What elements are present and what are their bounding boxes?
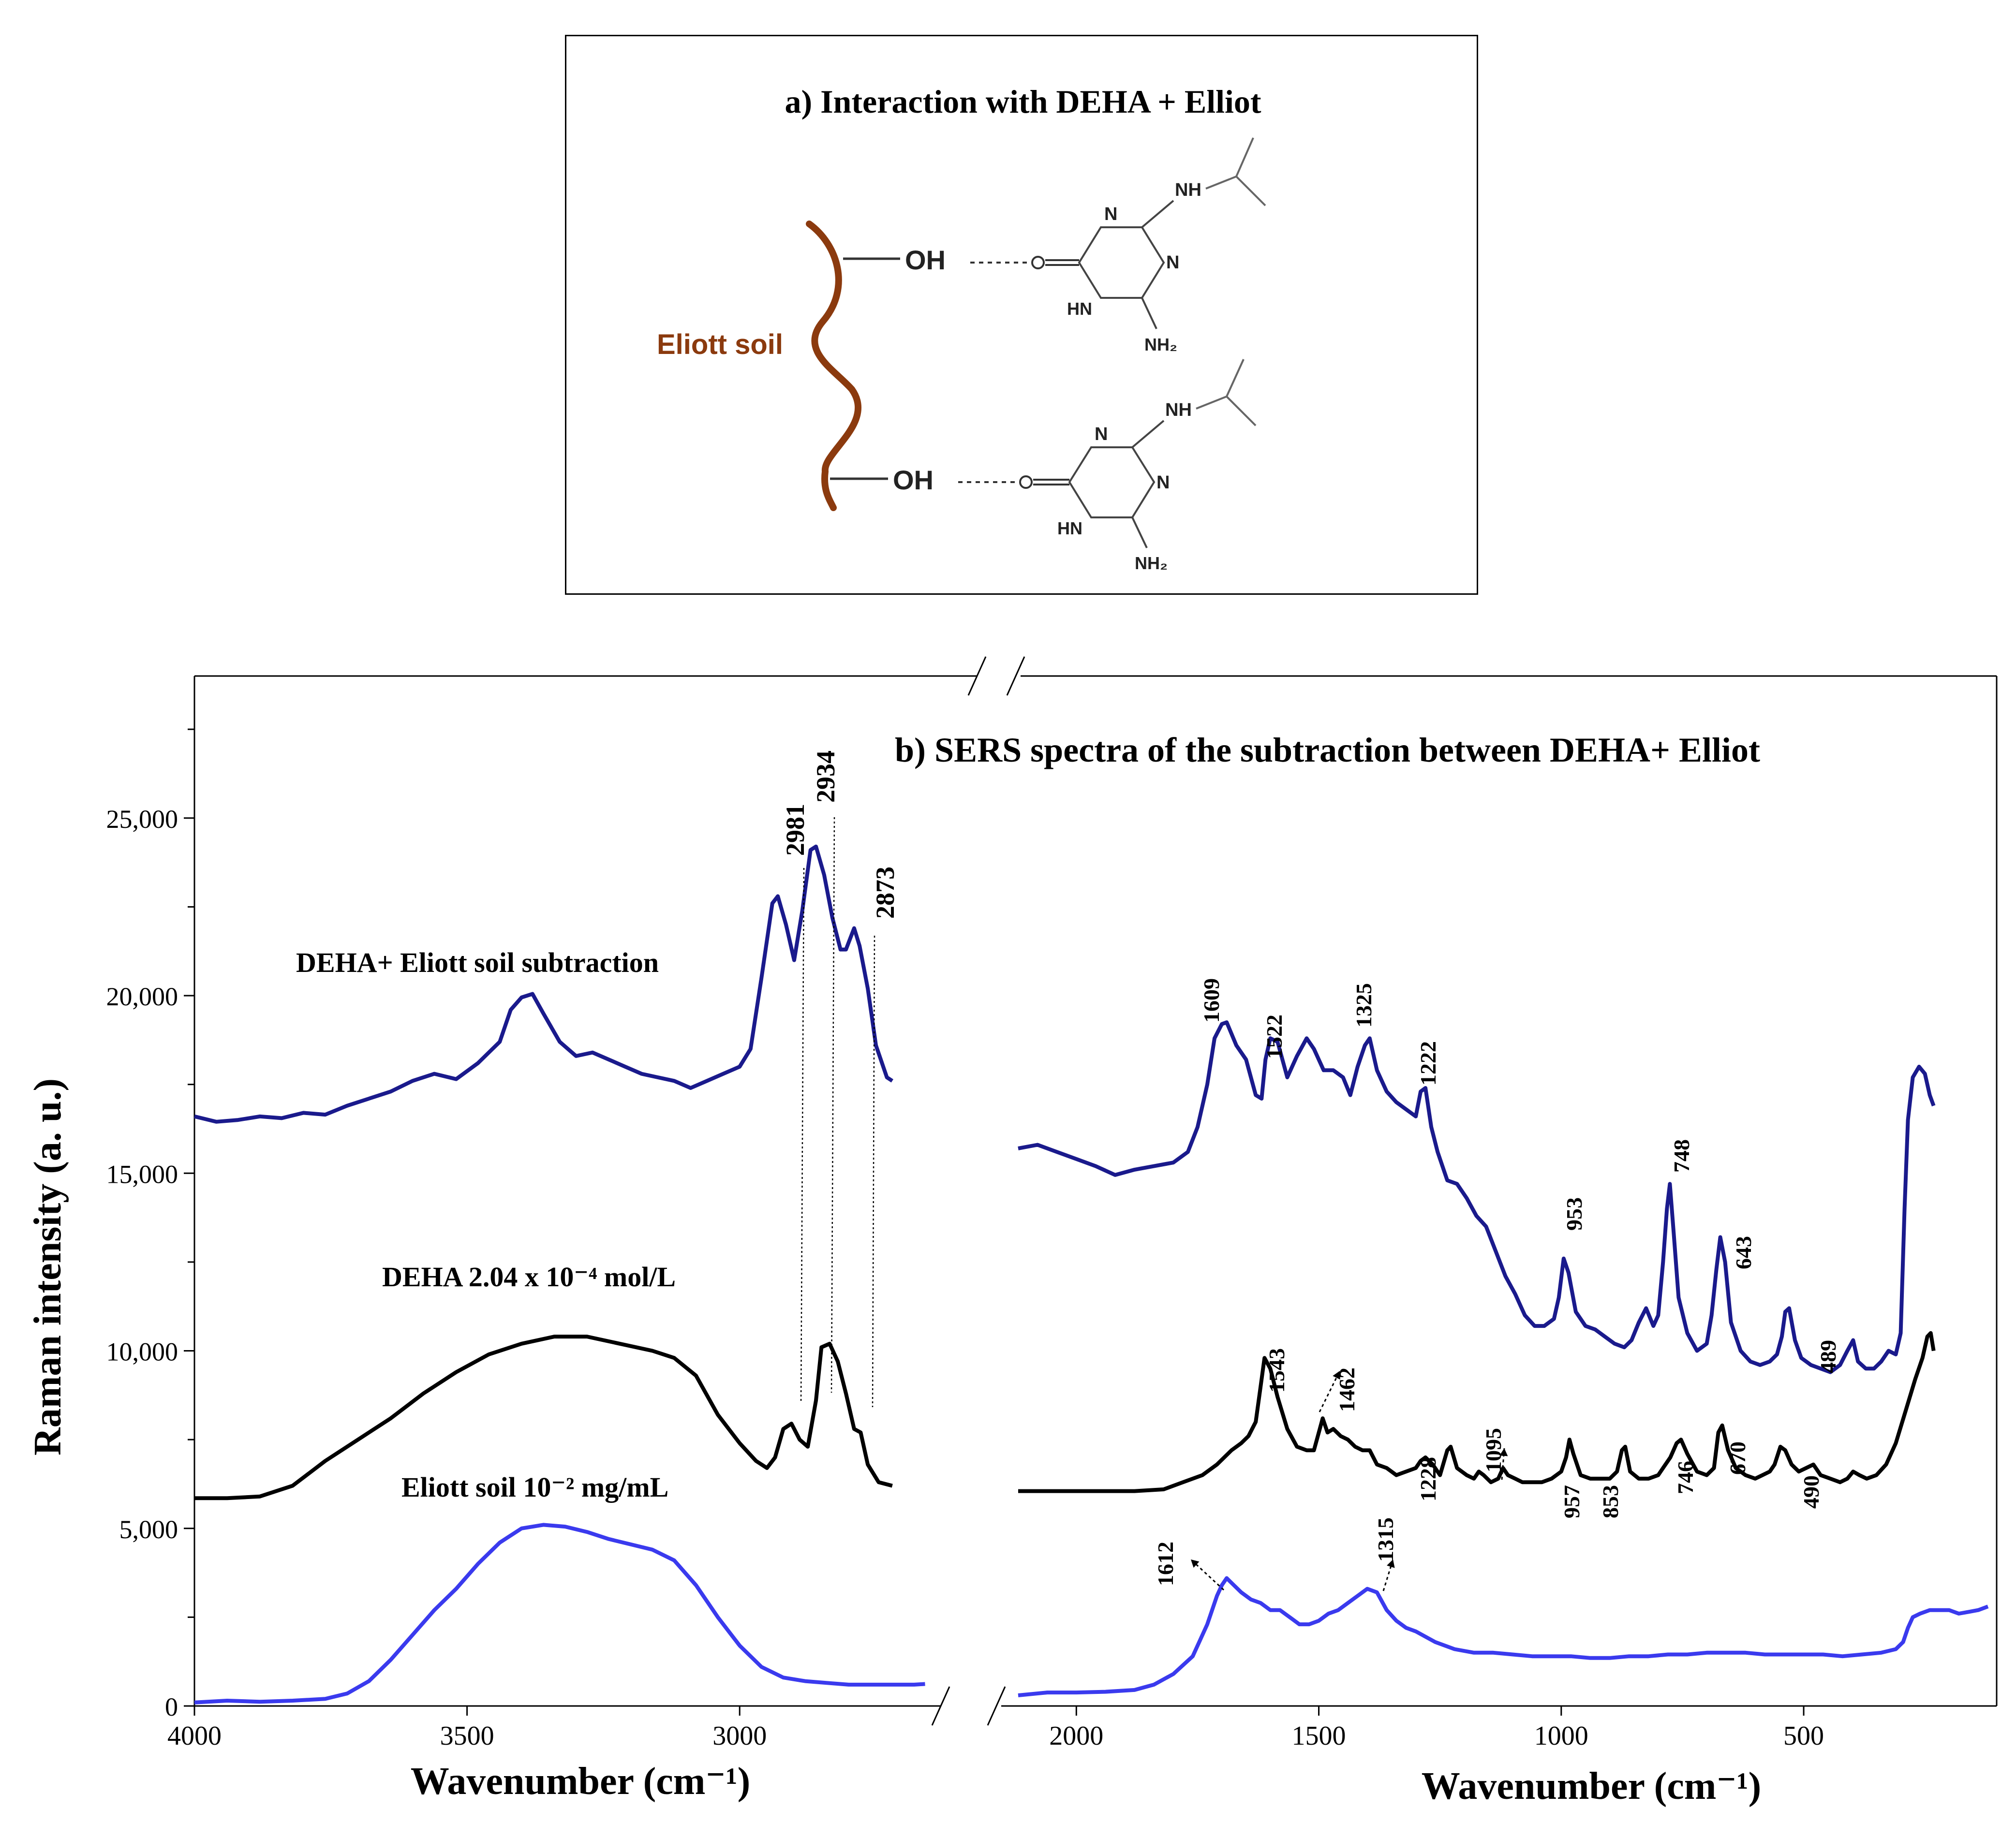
arrow-1612-head [1191,1559,1200,1568]
soil-backbone [806,221,862,511]
series-line-2-left [194,1523,925,1705]
series-label-deha: DEHA 2.04 x 10⁻⁴ mol/L [382,1261,676,1293]
peak-label-deha: 490 [1799,1475,1823,1509]
peak-label-subtraction: 643 [1731,1236,1756,1269]
peak-label-deha: 853 [1598,1485,1623,1518]
x-axis-title-right: Wavenumber (cm⁻¹) [1422,1765,1761,1808]
peak-label-left: 2981 [781,804,810,856]
upper-ring-hn: HN [1067,299,1092,319]
arrow-1462-head [1333,1371,1340,1380]
peak-guide-line [872,935,875,1408]
y-tick-label: 0 [165,1692,178,1721]
peak-guide-line [800,867,805,1403]
peak-label-soil: 1315 [1373,1517,1398,1562]
lower-ring-n2: N [1156,472,1170,493]
y-tick-label: 15,000 [106,1160,178,1189]
peak-label-subtraction: 489 [1816,1340,1840,1373]
series-layer [194,844,1989,1705]
upper-oh-label: OH [905,245,946,275]
upper-nh-bond [1141,200,1174,228]
arrow-1095-head [1499,1448,1508,1456]
peak-label-deha: 746 [1673,1461,1698,1494]
series-line-2-right [1018,1576,1989,1697]
y-tick-label: 20,000 [106,982,178,1011]
series-line-1-right [1018,1331,1936,1493]
y-tick-label: 25,000 [106,805,178,834]
x-tick-label-right: 2000 [1049,1721,1103,1751]
lower-oh-label: OH [893,465,934,495]
peak-label-subtraction: 1222 [1416,1041,1440,1086]
upper-nh2-label: NH₂ [1144,335,1177,354]
x-tick-label-right: 1000 [1534,1721,1588,1751]
x-tick-label-left: 3000 [712,1721,767,1751]
peak-label-subtraction: 748 [1669,1139,1694,1173]
peak-label-deha: 1228 [1416,1457,1440,1501]
peak-label-subtraction: 1325 [1351,983,1376,1028]
peak-label-deha: 1543 [1264,1348,1289,1393]
upper-oxygen-atom [1031,256,1045,269]
series-line-1-left [194,1335,893,1500]
upper-isopropyl-branch-2 [1235,176,1266,206]
x-tick-label-left: 3500 [440,1721,494,1751]
label-layer: Wavenumber (cm⁻¹) Wavenumber (cm⁻¹) Raman … [27,731,1840,1808]
series-label-soil: Eliott soil 10⁻² mg/mL [401,1471,668,1503]
peak-label-subtraction: 1609 [1199,978,1224,1023]
lower-nh-label: NH [1165,400,1192,420]
series-line-0-right [1018,1020,1936,1374]
y-axis-title: Raman intensity (a. u.) [27,1078,69,1455]
axis-break-mark [987,1686,1006,1726]
series-line-0-left [194,844,893,1124]
peak-label-soil: 1612 [1153,1542,1178,1586]
peak-label-deha: 670 [1725,1441,1750,1475]
panel-a-scheme: a) Interaction with DEHA + Elliot Eliott… [565,35,1478,595]
x-tick-label-right: 500 [1783,1721,1824,1751]
lower-ring-hn: HN [1057,518,1082,538]
y-tick-label: 5,000 [119,1515,178,1544]
upper-nh-label: NH [1175,180,1201,200]
chart-title: b) SERS spectra of the subtraction betwe… [895,731,1760,769]
lower-isopropyl-branch-2 [1226,396,1257,426]
lower-nh2-bond [1131,517,1148,548]
peak-label-left: 2934 [811,750,840,803]
y-tick-label: 10,000 [106,1338,178,1367]
peak-label-left: 2873 [871,867,900,919]
x-tick-label-right: 1500 [1292,1721,1346,1751]
upper-nh2-bond [1141,297,1157,329]
x-axis-title-left: Wavenumber (cm⁻¹) [411,1760,750,1803]
axes-layer: 0 5,000 10,000 15,000 20,000 25,000 4000 3500 30… [106,656,1998,1751]
upper-ring-n1: N [1104,204,1117,224]
interaction-scheme-diagram: a) Interaction with DEHA + Elliot Eliott… [657,83,1266,573]
series-label-subtraction: DEHA+ Eliott soil subtraction [296,947,659,978]
lower-nh-bond [1131,420,1165,448]
peak-guide-line [830,817,835,1393]
lower-nh2-label: NH₂ [1135,553,1168,573]
peak-label-deha: 1095 [1481,1428,1506,1472]
soil-label: Eliott soil [657,329,783,360]
peak-label-deha: 957 [1559,1485,1584,1518]
peak-label-subtraction: 953 [1562,1197,1586,1231]
axis-break-mark [1006,656,1025,696]
axis-break-mark [931,1686,950,1726]
lower-ring-n1: N [1095,424,1108,444]
panel-a-title: a) Interaction with DEHA + Elliot [785,83,1261,120]
lower-oxygen-atom [1019,475,1033,489]
peak-label-subtraction: 1522 [1262,1014,1287,1059]
lower-triazine-ring [1068,446,1156,518]
axis-break-mark [967,656,987,696]
arrow-1462 [1319,1370,1341,1412]
upper-triazine-ring [1078,226,1165,299]
arrow-1315-head [1387,1559,1395,1568]
x-tick-label-left: 4000 [167,1721,222,1751]
upper-ring-n2: N [1166,252,1179,273]
